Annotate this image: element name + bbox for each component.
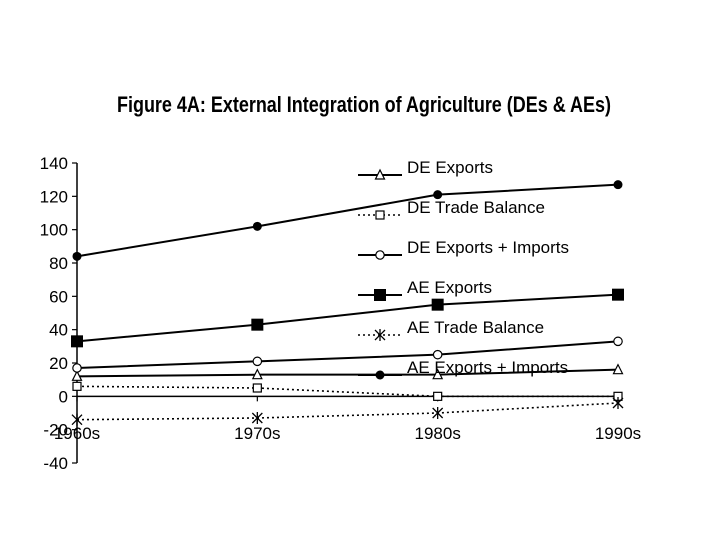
- series-line: [76, 385, 618, 398]
- data-point: [71, 335, 83, 348]
- legend-label: DE Exports: [407, 158, 493, 177]
- data-point: [251, 412, 263, 424]
- data-point: [252, 356, 263, 367]
- data-point: [433, 391, 443, 401]
- star-stroke: [432, 407, 444, 419]
- data-point: [432, 368, 444, 380]
- data-point: [374, 168, 386, 180]
- series-line: [76, 340, 619, 369]
- data-point: [72, 381, 82, 391]
- data-point: [72, 251, 82, 261]
- legend-label: AE Trade Balance: [407, 318, 544, 337]
- series-line: [76, 402, 619, 421]
- data-point: [375, 250, 385, 260]
- data-point: [432, 349, 443, 360]
- data-point: [71, 369, 83, 381]
- y-tick-label: 20: [49, 354, 68, 373]
- star-stroke: [71, 414, 83, 426]
- y-tick-label: 100: [40, 221, 68, 240]
- y-tick-label: 0: [59, 387, 68, 406]
- y-tick-label: -40: [43, 454, 68, 473]
- y-tick-label: 140: [40, 154, 68, 173]
- y-tick-label: 60: [49, 287, 68, 306]
- data-point: [612, 288, 624, 301]
- legend: DE Exports DE Trade Balance DE Exports + I…: [358, 158, 569, 380]
- data-point: [251, 318, 264, 331]
- series-line: [76, 183, 619, 258]
- y-tick-label: 80: [49, 254, 68, 273]
- data-point: [375, 210, 385, 220]
- y-tick-label: 40: [49, 321, 68, 340]
- data-point: [613, 180, 623, 190]
- y-tick-label: -20: [43, 421, 68, 440]
- data-point: [612, 397, 624, 409]
- data-point: [612, 363, 624, 375]
- axes: 140 120 100 80 60 40 20 0 -20 -40 1960s 1970s 1980s 1…: [40, 154, 642, 473]
- x-tick-label: 1990s: [595, 424, 641, 443]
- data-point: [375, 370, 385, 380]
- series-line: [76, 368, 619, 378]
- series-line: [76, 293, 619, 343]
- data-point: [71, 413, 83, 426]
- chart-title: Figure 4A: External Integration of Agric…: [117, 92, 611, 117]
- data-point: [433, 190, 443, 200]
- legend-label: DE Exports + Imports: [407, 238, 569, 257]
- data-point: [374, 329, 386, 341]
- star-stroke: [612, 397, 624, 409]
- x-tick-label: 1970s: [234, 424, 280, 443]
- legend-label: DE Trade Balance: [407, 198, 545, 217]
- data-point: [252, 383, 262, 393]
- data-point: [613, 336, 623, 347]
- data-point: [72, 363, 82, 373]
- legend-label: AE Exports: [407, 278, 492, 297]
- y-tick-label: 120: [40, 187, 68, 206]
- data-point: [432, 407, 444, 419]
- star-stroke: [251, 412, 263, 424]
- star-stroke: [374, 329, 386, 341]
- data-point: [251, 368, 263, 380]
- legend-label: AE Exports + Imports: [407, 358, 568, 377]
- data-point: [374, 289, 386, 301]
- x-tick-label: 1960s: [54, 424, 100, 443]
- series-group: [71, 180, 624, 426]
- x-tick-label: 1980s: [415, 424, 461, 443]
- data-point: [431, 298, 444, 311]
- data-point: [252, 221, 262, 231]
